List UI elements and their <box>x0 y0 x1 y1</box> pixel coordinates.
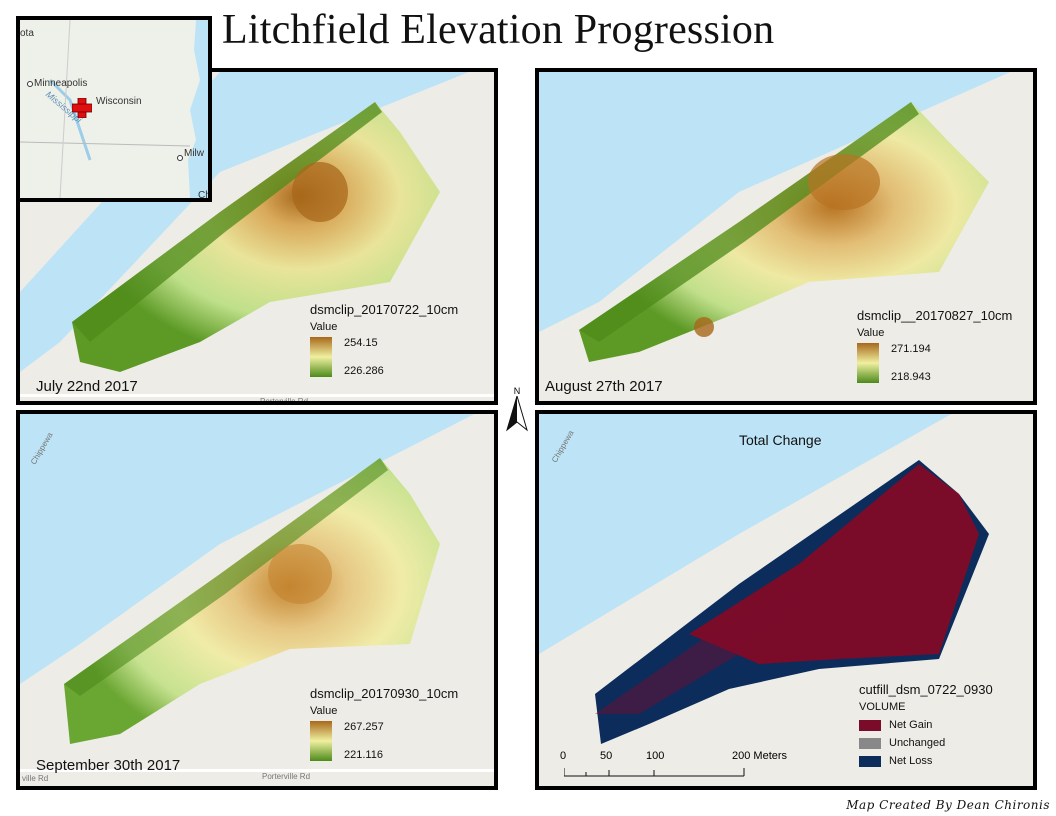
value-label: Value <box>857 327 885 339</box>
place-ota: ota <box>20 28 34 39</box>
scale-label-100: 100 <box>646 750 665 762</box>
north-label: N <box>513 386 521 396</box>
scale-label-200: 200 Meters <box>732 750 788 762</box>
river-water <box>539 72 1011 332</box>
place-minneapolis: Minneapolis <box>34 78 88 89</box>
river-water <box>20 72 494 372</box>
road-label: Porterville Rd <box>260 397 309 405</box>
elevation-map-september <box>20 414 494 772</box>
legend-max: 254.15 <box>344 337 378 349</box>
color-ramp <box>857 343 879 383</box>
layer-name: dsmclip_20170722_10cm <box>310 302 459 317</box>
legend-max: 271.194 <box>891 343 931 355</box>
layer-name: cutfill_dsm_0722_0930 <box>859 682 993 697</box>
legend-net-loss: Net Loss <box>859 755 993 767</box>
road-label-left: ville Rd <box>22 774 49 783</box>
road-label: Porterville Rd <box>262 772 311 781</box>
north-arrow: N <box>505 386 529 437</box>
legend-cutfill: cutfill_dsm_0722_0930 VOLUME Net Gain Un… <box>859 682 993 767</box>
scale-label-0: 0 <box>560 750 567 762</box>
north-arrow-icon <box>506 394 528 432</box>
legend-min: 221.116 <box>344 749 383 761</box>
legend-net-gain: Net Gain <box>859 719 993 731</box>
scale-label-50: 50 <box>600 750 613 762</box>
map-panel-september[interactable]: Chippewa ville Rd Porterville Rd dsmclip… <box>16 410 498 790</box>
cutfill-map <box>539 414 989 744</box>
scale-bar: 0 50 100 200 Meters <box>560 750 800 780</box>
date-label: July 22nd 2017 <box>36 378 138 395</box>
legend-september: dsmclip_20170930_10cm Value 267.257 221.… <box>310 686 458 761</box>
legend-july: dsmclip_20170722_10cm Value 254.15 226.2… <box>310 302 458 377</box>
site-dsm <box>64 458 440 744</box>
place-wisconsin: Wisconsin <box>96 96 142 107</box>
site-dsm <box>72 102 440 372</box>
lake-michigan <box>188 20 208 198</box>
legend-max: 267.257 <box>344 721 384 733</box>
inset-dots <box>27 81 183 161</box>
map-panel-total-change[interactable]: Chippewa Total Change cutfill_dsm_0722_0… <box>535 410 1037 790</box>
date-label: August 27th 2017 <box>545 378 663 395</box>
layer-name: dsmclip_20170930_10cm <box>310 686 459 701</box>
map-title: Litchfield Elevation Progression <box>222 7 775 53</box>
site-dsm <box>579 102 989 362</box>
legend-august: dsmclip__20170827_10cm Value 271.194 218… <box>857 308 1012 383</box>
elevation-map-august <box>539 72 1011 362</box>
map-panel-july[interactable]: Porterville Rd dsmclip_20170722_10cm Val… <box>16 68 498 405</box>
river-water <box>20 414 475 684</box>
place-milwaukee: Milw <box>184 148 204 159</box>
elevation-map-july <box>20 72 494 397</box>
date-label: September 30th 2017 <box>36 757 181 774</box>
color-ramp <box>310 337 332 377</box>
legend-min: 226.286 <box>344 365 384 377</box>
layer-name: dsmclip__20170827_10cm <box>857 308 1013 323</box>
map-credit: Map Created By Dean Chironis <box>846 798 1050 812</box>
value-label: Value <box>310 705 338 717</box>
total-change-title: Total Change <box>739 432 822 448</box>
river-water <box>539 414 952 654</box>
place-ch: Ch <box>198 190 211 201</box>
color-ramp <box>310 721 332 761</box>
map-panel-august[interactable]: dsmclip__20170827_10cm Value 271.194 218… <box>535 68 1037 405</box>
field-label: VOLUME <box>859 701 906 713</box>
value-label: Value <box>310 321 338 333</box>
red-cross-icon <box>72 98 92 118</box>
inset-basemap <box>20 20 208 198</box>
legend-min: 218.943 <box>891 371 931 383</box>
legend-unchanged: Unchanged <box>859 737 993 749</box>
inset-locator-map[interactable]: Minneapolis Wisconsin Mississippi Milw o… <box>16 16 212 202</box>
